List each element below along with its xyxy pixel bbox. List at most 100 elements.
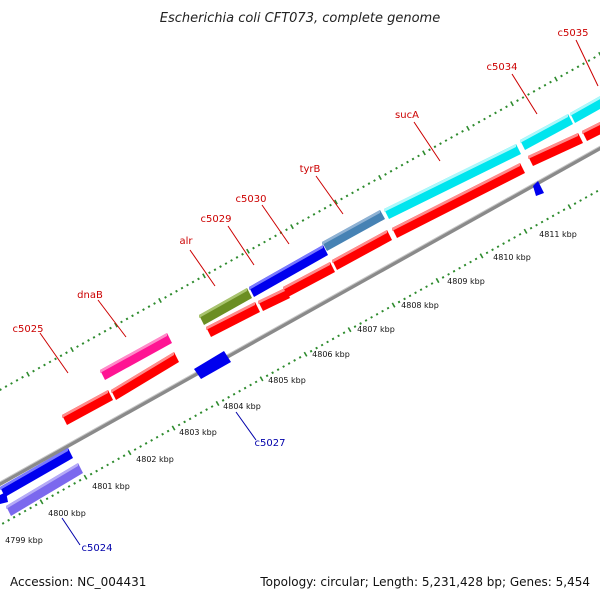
scale-tick-minor [235, 256, 239, 259]
scale-tick-minor [54, 357, 57, 361]
gene-label-c5025[interactable]: c5025 [13, 324, 44, 335]
scale-tick-minor [543, 83, 547, 87]
scale-tick-minor [133, 448, 137, 451]
cds-segment[interactable] [392, 163, 525, 238]
scale-tick-minor [265, 374, 269, 378]
scale-tick-minor [221, 399, 225, 402]
feature-c5023[interactable] [6, 463, 83, 516]
scale-labels: 4799 kbp 4800 kbp 4801 kbp 4802 kbp 4803… [5, 230, 577, 545]
genome-map: c5025 dnaB alr c5029 c5030 tyrB sucA c50… [0, 28, 600, 554]
scale-tick-minor [73, 482, 76, 485]
scale-tick-minor [469, 260, 472, 264]
scale-tick-major [391, 302, 396, 308]
gene-label-dnaB[interactable]: dnaB [77, 290, 103, 301]
scale-tick-minor [164, 295, 167, 299]
scale-tick-minor [296, 222, 299, 225]
scale-tick-minor [353, 325, 357, 328]
scale-tick-minor [408, 294, 412, 298]
feature-small-arrow-left[interactable] [0, 492, 8, 504]
gene-callout-line [315, 175, 344, 215]
scale-tick-minor [395, 166, 398, 170]
gene-label-c5034[interactable]: c5034 [487, 62, 518, 73]
scale-tick-minor [136, 311, 140, 315]
gene-callout-line [261, 204, 290, 245]
scale-tick-major [70, 347, 74, 353]
cds-segment[interactable] [528, 133, 583, 166]
scale-tick-minor [43, 363, 46, 367]
gene-callout-line [575, 39, 599, 87]
cds-segment-top [582, 122, 600, 134]
scale-label-4809: 4809 kbp [447, 277, 485, 286]
scale-tick-minor [186, 283, 189, 287]
cds-segment[interactable] [283, 262, 335, 297]
scale-tick-minor [483, 117, 486, 121]
gene-label-sucA[interactable]: sucA [395, 110, 419, 121]
cds-segment[interactable] [111, 352, 179, 400]
scale-tick-minor [298, 355, 302, 359]
scale-tick-minor [389, 169, 393, 173]
gene-label-c5030[interactable]: c5030 [236, 194, 267, 205]
scale-tick-minor [59, 354, 63, 358]
scale-tick-minor [208, 271, 211, 275]
scale-tick-minor [595, 189, 599, 193]
scale-tick-minor [89, 472, 93, 476]
gene-label-tyrB[interactable]: tyrB [300, 164, 321, 175]
scale-tick-minor [430, 282, 434, 285]
scale-tick-minor [95, 469, 98, 473]
scale-tick-major [598, 51, 600, 57]
cds-segment-top [111, 352, 174, 393]
scale-tick-major [215, 400, 220, 407]
cds-segment[interactable] [62, 390, 113, 425]
scale-tick-major [39, 499, 44, 505]
scale-tick-minor [513, 236, 516, 239]
scale-tick-minor [364, 319, 368, 322]
cds-segment-top [258, 288, 285, 304]
feature-c5034[interactable] [520, 114, 573, 150]
scale-tick-minor [535, 223, 538, 227]
feature-c5024[interactable] [0, 448, 73, 497]
scale-tick-minor [252, 246, 255, 250]
scale-label-4807: 4807 kbp [357, 325, 395, 334]
feature-c5030[interactable] [249, 245, 328, 297]
scale-tick-minor [153, 302, 156, 305]
cds-segment[interactable] [332, 230, 392, 270]
cds-segment[interactable] [206, 302, 260, 337]
scale-tick-minor [150, 438, 153, 442]
cds-segment[interactable] [258, 288, 290, 311]
scale-tick-minor [37, 366, 41, 370]
feature-alr[interactable] [199, 288, 252, 325]
scale-tick-minor [0, 388, 2, 391]
scale-tick-minor [477, 120, 481, 124]
scale-tick-minor [370, 316, 373, 319]
gene-label-c5024[interactable]: c5024 [82, 543, 113, 554]
feature-c5027-arrow[interactable] [194, 351, 231, 379]
feature-tyrB[interactable] [322, 210, 385, 251]
scale-tick-minor [106, 463, 109, 467]
scale-tick-minor [144, 442, 148, 445]
feature-sucA[interactable] [384, 144, 521, 219]
feature-tyrB-top [322, 210, 380, 245]
scale-tick-minor [4, 385, 8, 388]
scale-tick-minor [276, 368, 280, 372]
scale-tick-minor [10, 382, 13, 385]
scale-tick-minor [271, 371, 274, 375]
feature-dnaB[interactable] [100, 333, 172, 380]
tick-rows [0, 51, 600, 525]
scale-tick-minor [532, 90, 536, 93]
scale-tick-major [246, 248, 250, 254]
scale-tick-major [567, 204, 572, 210]
scale-tick-minor [122, 454, 126, 458]
scale-tick-minor [425, 285, 428, 288]
scale-tick-major [435, 277, 440, 284]
feature-small-arrow-right[interactable] [533, 181, 544, 196]
gene-label-c5027[interactable]: c5027 [255, 438, 286, 449]
scale-tick-minor [527, 93, 530, 96]
gene-label-c5029[interactable]: c5029 [201, 214, 232, 225]
feature-alr-top [199, 288, 247, 318]
gene-label-alr[interactable]: alr [179, 236, 193, 247]
gene-label-c5035[interactable]: c5035 [558, 28, 589, 39]
scale-label-4811: 4811 kbp [539, 230, 577, 239]
scale-tick-minor [516, 99, 519, 102]
feature-dnaB-top [100, 333, 167, 373]
scale-tick-major [127, 450, 132, 456]
